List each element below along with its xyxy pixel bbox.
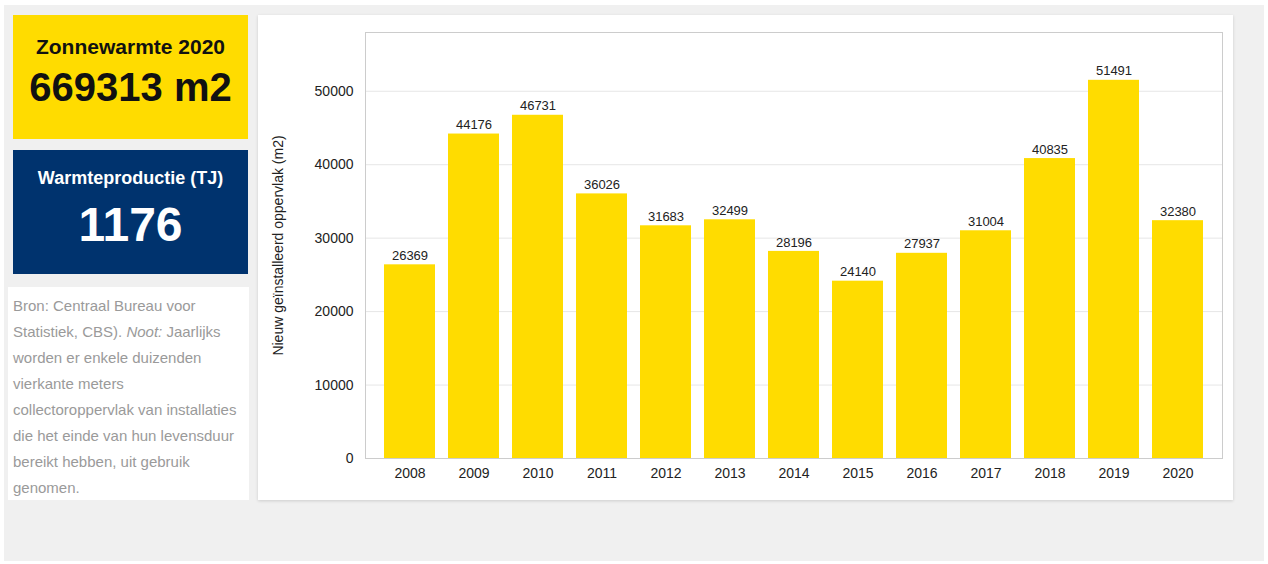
svg-text:2018: 2018 bbox=[1034, 465, 1065, 481]
svg-text:46731: 46731 bbox=[520, 98, 556, 113]
svg-text:2019: 2019 bbox=[1098, 465, 1129, 481]
svg-text:2010: 2010 bbox=[522, 465, 553, 481]
html-text:669313 m2: 669313 m2 bbox=[29, 65, 232, 109]
html-text:Zonnewarmte 2020: Zonnewarmte 2020 bbox=[36, 35, 225, 58]
svg-text:31004: 31004 bbox=[968, 214, 1004, 229]
svg-text:26369: 26369 bbox=[392, 248, 428, 263]
html-text:1176: 1176 bbox=[78, 198, 183, 251]
svg-text:2016: 2016 bbox=[906, 465, 937, 481]
svg-text:27937: 27937 bbox=[904, 236, 940, 251]
svg-text:20000: 20000 bbox=[315, 303, 354, 319]
svg-text:40835: 40835 bbox=[1032, 142, 1068, 157]
svg-text:28196: 28196 bbox=[776, 235, 812, 250]
svg-text:Nieuw geïnstalleerd oppervlak: Nieuw geïnstalleerd oppervlak (m2) bbox=[270, 135, 286, 355]
svg-text:32499: 32499 bbox=[712, 203, 748, 218]
svg-text:32380: 32380 bbox=[1160, 204, 1196, 219]
svg-text:50000: 50000 bbox=[315, 83, 354, 99]
svg-text:24140: 24140 bbox=[840, 264, 876, 279]
svg-text:0: 0 bbox=[346, 450, 354, 466]
svg-text:44176: 44176 bbox=[456, 117, 492, 132]
svg-text:10000: 10000 bbox=[315, 377, 354, 393]
svg-text:2015: 2015 bbox=[842, 465, 873, 481]
svg-text:2012: 2012 bbox=[650, 465, 681, 481]
svg-text:2013: 2013 bbox=[714, 465, 745, 481]
svg-text:51491: 51491 bbox=[1096, 63, 1132, 78]
svg-text:36026: 36026 bbox=[584, 177, 620, 192]
html-text:Bron: Centraal Bureau voor Sta: Bron: Centraal Bureau voor Statistiek, C… bbox=[13, 297, 237, 496]
svg-text:2017: 2017 bbox=[970, 465, 1001, 481]
svg-text:2009: 2009 bbox=[458, 465, 489, 481]
svg-text:31683: 31683 bbox=[648, 209, 684, 224]
html-text:Warmteproductie (TJ): Warmteproductie (TJ) bbox=[37, 168, 224, 188]
svg-text:40000: 40000 bbox=[315, 156, 354, 172]
svg-text:2008: 2008 bbox=[394, 465, 425, 481]
svg-text:2014: 2014 bbox=[778, 465, 809, 481]
svg-text:2020: 2020 bbox=[1162, 465, 1193, 481]
svg-text:30000: 30000 bbox=[315, 230, 354, 246]
svg-text:2011: 2011 bbox=[587, 465, 617, 481]
